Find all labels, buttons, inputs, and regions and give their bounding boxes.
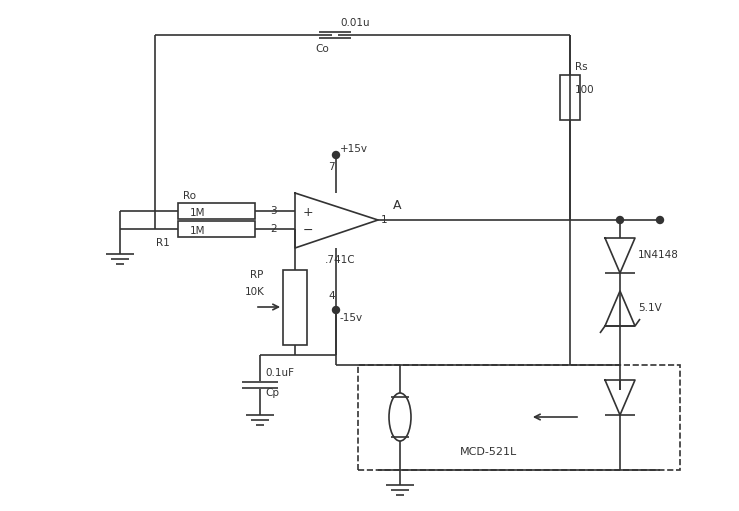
Ellipse shape bbox=[389, 393, 411, 441]
Text: Cp: Cp bbox=[265, 388, 279, 398]
Text: −: − bbox=[303, 223, 313, 237]
Text: A: A bbox=[393, 198, 401, 212]
Text: 5.1V: 5.1V bbox=[638, 303, 661, 313]
Text: Ro: Ro bbox=[183, 191, 196, 201]
Text: 1: 1 bbox=[381, 215, 388, 225]
Bar bbox=[178, 221, 255, 237]
Text: 3: 3 bbox=[270, 206, 277, 216]
Text: 0.01u: 0.01u bbox=[340, 18, 370, 28]
Text: Rs: Rs bbox=[575, 62, 588, 72]
Bar bbox=[358, 365, 680, 470]
Bar bbox=[178, 203, 255, 219]
Circle shape bbox=[333, 151, 339, 158]
Text: 100: 100 bbox=[575, 85, 595, 95]
Circle shape bbox=[333, 307, 339, 314]
Text: 7: 7 bbox=[328, 162, 335, 172]
Text: 1N4148: 1N4148 bbox=[638, 250, 679, 260]
Text: Co: Co bbox=[315, 44, 329, 54]
Text: 10K: 10K bbox=[245, 287, 265, 297]
Text: 4: 4 bbox=[328, 291, 335, 301]
Text: 1M: 1M bbox=[190, 226, 205, 236]
Text: R1: R1 bbox=[156, 238, 170, 248]
Text: 0.1uF: 0.1uF bbox=[265, 368, 294, 378]
Text: +: + bbox=[303, 205, 313, 219]
Bar bbox=[560, 75, 580, 120]
Text: 1M: 1M bbox=[190, 208, 205, 218]
Text: +15v: +15v bbox=[340, 144, 368, 154]
Circle shape bbox=[656, 217, 664, 223]
Text: -15v: -15v bbox=[340, 313, 363, 323]
Circle shape bbox=[616, 217, 624, 223]
Text: .741C: .741C bbox=[325, 255, 355, 265]
Bar bbox=[283, 270, 307, 345]
Text: 2: 2 bbox=[270, 224, 277, 234]
Text: MCD-521L: MCD-521L bbox=[460, 447, 517, 457]
Text: RP: RP bbox=[250, 270, 263, 280]
